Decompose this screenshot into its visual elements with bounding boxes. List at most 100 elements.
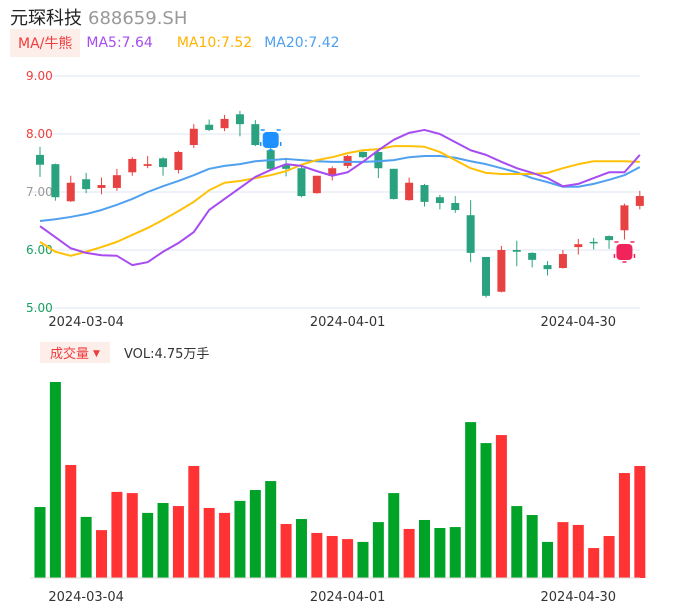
candle-body	[174, 151, 183, 170]
volume-bar	[249, 490, 261, 578]
date-tick-label: 2024-04-01	[310, 590, 386, 605]
candle-body	[620, 205, 629, 231]
price-tick-label: 9.00	[26, 69, 53, 83]
candle-body	[435, 197, 444, 204]
candle-body	[112, 175, 121, 188]
volume-toggle-label: 成交量	[50, 347, 90, 362]
candle-body	[220, 118, 229, 129]
volume-bar	[49, 382, 61, 578]
volume-bar	[403, 528, 415, 578]
volume-bar	[280, 523, 292, 578]
candle-body	[358, 151, 367, 158]
candle-body	[328, 168, 337, 176]
date-tick-label: 2024-03-04	[48, 315, 124, 330]
caret-down-icon: ▼	[93, 349, 100, 359]
ma20-line	[39, 155, 641, 222]
volume-bar	[511, 506, 523, 578]
candle-body	[497, 250, 506, 292]
volume-bar	[572, 524, 584, 578]
volume-bar	[634, 465, 646, 578]
ma10-line	[39, 145, 640, 257]
volume-bar	[588, 548, 600, 578]
volume-bar	[465, 422, 477, 578]
volume-bar	[526, 515, 538, 578]
volume-bar	[142, 512, 154, 578]
volume-bar	[172, 506, 184, 578]
candle-body	[574, 244, 583, 248]
ma-legend: MA/牛熊 MA5:7.64 MA10:7.52 MA20:7.42	[10, 29, 352, 57]
candle-body	[374, 151, 383, 169]
volume-bar	[419, 519, 430, 578]
candle-body	[282, 164, 291, 169]
candle-body	[466, 215, 475, 253]
volume-bar	[80, 516, 92, 578]
volume-bar	[295, 519, 307, 578]
ma20-label: MA20:7.42	[264, 35, 340, 51]
candle-body	[82, 179, 91, 190]
volume-bar	[265, 481, 277, 578]
date-tick-label: 2024-04-01	[310, 315, 386, 330]
candle-body	[128, 158, 137, 173]
volume-bar	[234, 500, 246, 578]
candle-body	[189, 128, 198, 146]
volume-bar	[357, 541, 369, 578]
candle-body	[420, 185, 429, 202]
volume-bar	[449, 527, 461, 578]
price-tick-label: 6.00	[26, 243, 53, 257]
candle-body	[543, 265, 552, 270]
candle-body	[36, 154, 44, 165]
candle-body	[482, 256, 491, 296]
candle-body	[297, 168, 306, 197]
stock-title: 元琛科技 688659.SH	[10, 4, 187, 30]
volume-bar	[342, 539, 354, 578]
candle-body	[205, 124, 214, 130]
candle-body	[251, 124, 260, 146]
candle-body	[51, 164, 60, 198]
volume-bar	[557, 522, 569, 578]
candle-body	[512, 250, 521, 252]
ma5-line	[39, 128, 641, 267]
volume-bar	[388, 493, 400, 578]
candle-body	[97, 185, 106, 188]
candle-body	[159, 158, 168, 168]
volume-bar	[34, 507, 46, 578]
candle-body	[635, 196, 644, 206]
volume-bar	[65, 465, 77, 578]
volume-bar	[603, 536, 615, 578]
volume-bar	[326, 536, 338, 578]
volume-bar	[111, 491, 123, 578]
ma5-label: MA5:7.64	[86, 35, 153, 51]
candle-body	[389, 168, 398, 199]
volume-legend: 成交量 ▼ VOL:4.75万手	[40, 342, 209, 363]
volume-bar	[188, 465, 200, 578]
volume-bar	[203, 507, 215, 578]
volume-value: VOL:4.75万手	[123, 347, 210, 362]
volume-bar	[618, 473, 630, 578]
ma-toggle-button[interactable]: MA/牛熊	[10, 29, 81, 57]
candle-body	[558, 254, 567, 268]
volume-bar	[311, 532, 323, 578]
candle-body	[312, 175, 321, 194]
stock-name: 元琛科技	[10, 8, 82, 29]
candle-body	[235, 114, 244, 125]
candle-body	[405, 182, 414, 201]
volume-toggle-button[interactable]: 成交量 ▼	[40, 342, 110, 363]
candle-body	[605, 236, 614, 241]
candle-body	[451, 203, 460, 210]
candle-body	[589, 241, 598, 244]
volume-bar	[495, 435, 507, 578]
stock-code: 688659.SH	[88, 8, 188, 29]
bull-marker-icon	[613, 241, 636, 263]
candle-body	[143, 164, 152, 166]
candle-body	[66, 182, 75, 202]
ma10-label: MA10:7.52	[176, 35, 253, 51]
date-tick-label: 2024-04-30	[541, 590, 617, 605]
volume-bar	[542, 541, 554, 578]
price-tick-label: 5.00	[26, 301, 53, 315]
volume-bar	[219, 512, 231, 578]
volume-bar	[372, 522, 384, 578]
price-tick-label: 8.00	[26, 127, 53, 141]
date-tick-label: 2024-03-04	[48, 590, 124, 605]
